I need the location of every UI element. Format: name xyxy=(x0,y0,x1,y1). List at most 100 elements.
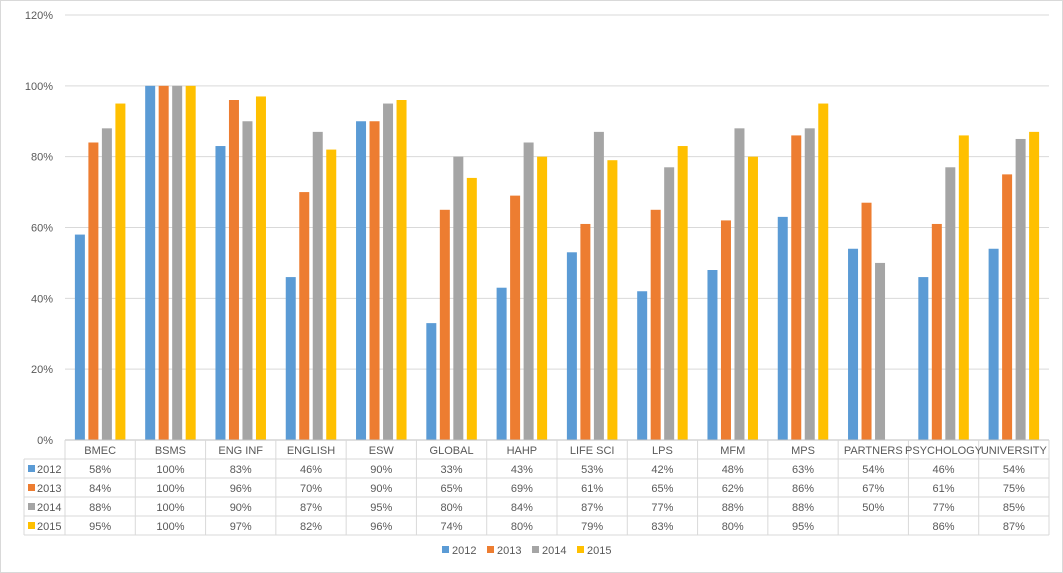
bar xyxy=(185,85,196,440)
table-value: 74% xyxy=(441,521,463,533)
bar xyxy=(791,135,802,440)
legend-key xyxy=(532,546,539,553)
table-series-name: 2012 xyxy=(37,464,61,476)
table-legend-key xyxy=(28,465,35,472)
table-value: 43% xyxy=(511,464,533,476)
table-value: 96% xyxy=(370,521,392,533)
bar xyxy=(74,234,85,440)
bar xyxy=(101,128,112,440)
bar xyxy=(580,223,591,440)
bar xyxy=(875,262,886,440)
table-value: 53% xyxy=(581,464,603,476)
bars xyxy=(74,85,1040,441)
bar xyxy=(720,220,731,440)
table-value: 85% xyxy=(1003,502,1025,514)
table-value: 67% xyxy=(862,483,884,495)
table-value: 50% xyxy=(862,502,884,514)
bar xyxy=(299,192,310,440)
bar xyxy=(777,216,788,440)
category-label: LPS xyxy=(652,445,673,457)
bar xyxy=(326,149,337,441)
bar xyxy=(1015,138,1026,441)
bar xyxy=(804,128,815,440)
bar xyxy=(312,131,323,440)
y-tick-label: 60% xyxy=(31,223,53,235)
table-value: 96% xyxy=(230,483,252,495)
table-value: 48% xyxy=(722,464,744,476)
table-value: 87% xyxy=(300,502,322,514)
bar xyxy=(255,96,266,440)
table-value: 88% xyxy=(89,502,111,514)
table-value: 54% xyxy=(1003,464,1025,476)
table-value: 83% xyxy=(651,521,673,533)
category-label: PSYCHOLOGY xyxy=(905,445,983,457)
bar xyxy=(172,85,183,440)
table-value: 46% xyxy=(300,464,322,476)
table-value: 63% xyxy=(792,464,814,476)
table-value: 77% xyxy=(651,502,673,514)
bar xyxy=(510,195,521,440)
table-value: 69% xyxy=(511,483,533,495)
table-value: 82% xyxy=(300,521,322,533)
bar xyxy=(818,103,829,441)
y-tick-label: 0% xyxy=(37,435,53,447)
category-label: LIFE SCI xyxy=(570,445,615,457)
y-tick-label: 120% xyxy=(25,10,53,22)
category-label: MPS xyxy=(791,445,815,457)
table-value: 90% xyxy=(370,464,392,476)
bar xyxy=(369,121,380,440)
table-value: 79% xyxy=(581,521,603,533)
legend-key xyxy=(577,546,584,553)
category-label: PARTNERS xyxy=(844,445,903,457)
category-label: BSMS xyxy=(155,445,186,457)
category-label: ENGLISH xyxy=(287,445,335,457)
table-value: 100% xyxy=(156,502,184,514)
bar xyxy=(637,291,648,440)
legend-label: 2014 xyxy=(542,545,566,557)
table-value: 87% xyxy=(1003,521,1025,533)
bar xyxy=(242,121,253,440)
table-series-name: 2015 xyxy=(37,521,61,533)
table-value: 62% xyxy=(722,483,744,495)
bar xyxy=(383,103,394,441)
table-value: 80% xyxy=(722,521,744,533)
bar xyxy=(861,202,872,440)
table-value: 100% xyxy=(156,464,184,476)
table-value: 70% xyxy=(300,483,322,495)
table-legend-key xyxy=(28,503,35,510)
table-value: 87% xyxy=(581,502,603,514)
table-value: 84% xyxy=(89,483,111,495)
bar xyxy=(228,100,239,440)
table-value: 95% xyxy=(792,521,814,533)
table-value: 95% xyxy=(370,502,392,514)
bar xyxy=(88,142,99,440)
table-value: 61% xyxy=(933,483,955,495)
table-value: 54% xyxy=(862,464,884,476)
legend: 2012 2013 2014 2015 xyxy=(442,545,611,557)
table-value: 33% xyxy=(441,464,463,476)
bar xyxy=(918,277,929,440)
bar xyxy=(396,100,407,440)
bar xyxy=(566,252,577,440)
table-value: 65% xyxy=(651,483,673,495)
category-label: UNIVERSITY xyxy=(981,445,1048,457)
table-value: 84% xyxy=(511,502,533,514)
bar xyxy=(734,128,745,440)
y-tick-label: 80% xyxy=(31,152,53,164)
bar xyxy=(747,156,758,440)
bar xyxy=(958,135,969,440)
y-tick-label: 100% xyxy=(25,81,53,93)
bar xyxy=(1002,174,1013,440)
bar xyxy=(466,177,477,440)
y-tick-label: 40% xyxy=(31,293,53,305)
legend-label: 2015 xyxy=(587,545,611,557)
table-series-name: 2013 xyxy=(37,483,61,495)
legend-key xyxy=(487,546,494,553)
table-legend-key xyxy=(28,522,35,529)
table-value: 80% xyxy=(441,502,463,514)
bar xyxy=(593,131,604,440)
table-value: 90% xyxy=(370,483,392,495)
legend-label: 2012 xyxy=(452,545,476,557)
table-legend-key xyxy=(28,484,35,491)
legend-label: 2013 xyxy=(497,545,521,557)
